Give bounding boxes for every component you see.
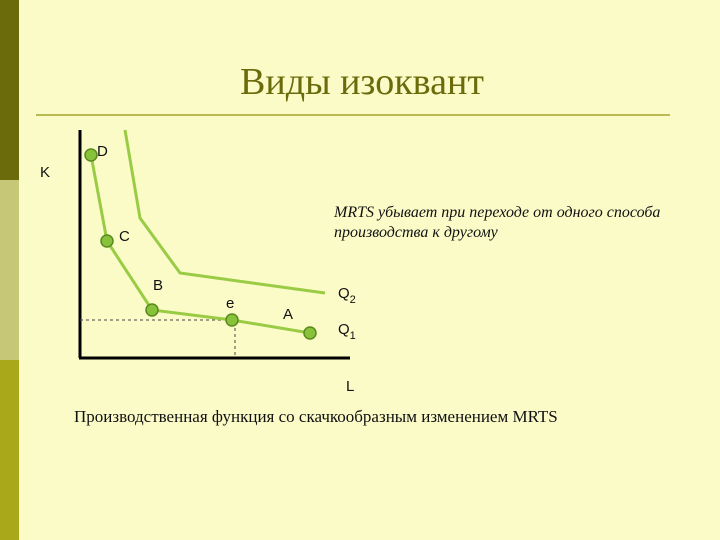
label-d: D [97, 143, 108, 160]
point-b [145, 303, 159, 317]
side-strip-bottom [0, 360, 19, 540]
y-axis-label: K [40, 164, 50, 181]
point-d [84, 148, 98, 162]
point-e [225, 313, 239, 327]
label-q2: Q2 [338, 285, 356, 306]
label-c: C [119, 228, 130, 245]
x-axis-label: L [346, 378, 354, 395]
label-q1: Q1 [338, 321, 356, 342]
side-strip-middle [0, 180, 19, 360]
slide-title: Виды изоквант [240, 61, 484, 103]
side-strip-top [0, 0, 19, 180]
mrts-note: MRTS убывает при переходе от одного спос… [334, 204, 661, 241]
title-underline [36, 114, 670, 116]
label-a: A [283, 306, 293, 323]
point-c [100, 234, 114, 248]
label-e: e [226, 295, 234, 312]
slide-caption: Производственная функция со скачкообразн… [74, 407, 558, 426]
label-b: B [153, 277, 163, 294]
point-a [303, 326, 317, 340]
isoquant-q2 [123, 129, 326, 295]
